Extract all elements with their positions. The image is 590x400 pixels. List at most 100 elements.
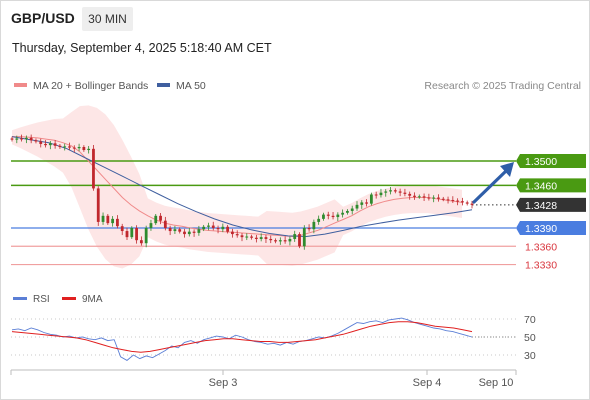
candle-body-47 — [235, 234, 239, 236]
candle-body-12 — [68, 146, 71, 148]
candle-body-3 — [24, 137, 28, 140]
candle-body-58 — [288, 238, 292, 242]
candle-body-45 — [226, 226, 230, 232]
candle-body-60 — [298, 234, 301, 247]
candle-body-37 — [187, 231, 191, 235]
candle-body-96 — [470, 203, 474, 205]
candle-78 — [384, 189, 388, 197]
price-level-label-2: 1.3428 — [525, 200, 557, 212]
candle-51 — [254, 234, 258, 243]
candle-body-44 — [221, 226, 225, 230]
candle-body-14 — [77, 146, 81, 149]
candle-body-72 — [355, 204, 359, 209]
price-level-tag-bg-3 — [516, 221, 586, 235]
candle-body-66 — [326, 214, 330, 216]
candle-89 — [437, 194, 440, 202]
candle-body-11 — [63, 146, 67, 148]
price-level-label-4: 1.3360 — [525, 241, 557, 253]
price-level-tag-bg-2 — [516, 197, 586, 212]
candle-body-80 — [393, 190, 397, 192]
rsi-panel: 70 50 30 — [11, 314, 536, 362]
candle-body-92 — [451, 199, 455, 201]
candle-71 — [350, 205, 354, 215]
candle-16 — [87, 146, 91, 154]
candle-93 — [456, 198, 460, 206]
candle-23 — [120, 223, 124, 236]
candle-96 — [470, 200, 474, 209]
legend-swatch-ma50 — [157, 83, 170, 88]
candle-body-71 — [350, 208, 354, 211]
candle-87 — [427, 193, 431, 201]
candle-86 — [422, 193, 426, 202]
candle-53 — [264, 234, 268, 243]
candle-body-86 — [422, 196, 426, 198]
rsi-legend-swatch — [13, 297, 27, 300]
candle-82 — [403, 188, 407, 197]
candle-body-73 — [360, 202, 364, 205]
candle-72 — [355, 201, 359, 211]
candle-body-6 — [39, 141, 43, 144]
candle-body-7 — [44, 143, 47, 146]
candle-3 — [24, 135, 28, 144]
candle-body-77 — [379, 192, 383, 196]
candle-43 — [216, 225, 220, 234]
candle-body-1 — [15, 138, 19, 140]
candle-61 — [302, 225, 306, 250]
candle-91 — [446, 196, 450, 204]
timeframe-badge[interactable]: 30 MIN — [82, 7, 133, 31]
price-level-tag-3: 1.3390 — [516, 221, 586, 235]
candle-79 — [389, 186, 392, 195]
forecast-arrow-head — [500, 162, 514, 177]
candle-7 — [44, 140, 47, 148]
candle-47 — [235, 230, 239, 238]
candle-body-94 — [461, 201, 464, 203]
candle-body-54 — [269, 238, 273, 241]
x-tick-label-sep10: Sep 10 — [479, 377, 514, 389]
candle-37 — [187, 227, 191, 237]
candle-8 — [48, 141, 52, 150]
candle-body-62 — [307, 228, 311, 230]
candle-body-10 — [58, 145, 62, 147]
candle-40 — [202, 224, 206, 232]
candle-body-8 — [48, 143, 52, 146]
candle-body-46 — [231, 231, 234, 235]
candle-body-39 — [197, 229, 201, 233]
candle-body-76 — [374, 194, 378, 196]
candle-35 — [178, 227, 182, 234]
forecast-arrow-layer — [472, 162, 514, 204]
candle-body-9 — [53, 143, 57, 146]
legend-swatch-ma20 — [14, 83, 27, 88]
candle-body-64 — [317, 218, 321, 222]
candle-body-91 — [446, 199, 450, 201]
candle-77 — [379, 188, 383, 198]
candle-body-51 — [254, 237, 258, 239]
candle-body-56 — [278, 240, 282, 242]
level-labels-layer: 1.3500 1.3460 1.3428 1.3390 1.3360 1.3330 — [516, 154, 586, 272]
candle-63 — [312, 219, 316, 234]
candle-64 — [317, 215, 321, 225]
candle-30 — [154, 213, 158, 225]
candle-49 — [245, 233, 249, 241]
candle-body-65 — [322, 214, 325, 219]
candle-45 — [226, 224, 230, 234]
candle-39 — [197, 225, 201, 236]
candle-body-82 — [403, 192, 407, 194]
candle-10 — [58, 143, 62, 149]
candle-29 — [149, 219, 153, 231]
candle-19 — [101, 212, 105, 225]
x-tick-label-sep3: Sep 3 — [209, 377, 238, 389]
rsi-ma-legend-swatch — [62, 297, 76, 300]
candle-body-95 — [465, 202, 469, 204]
rsi-line — [11, 317, 473, 361]
price-level-label-0: 1.3500 — [525, 156, 557, 168]
candle-body-30 — [154, 215, 158, 224]
rsi-tick-label-1: 50 — [524, 332, 536, 344]
candle-14 — [77, 143, 81, 152]
chart-header: GBP/USD 30 MIN — [0, 0, 590, 38]
candle-15 — [82, 145, 86, 152]
price-levels-layer — [11, 160, 516, 266]
candle-52 — [259, 233, 263, 242]
candle-body-42 — [211, 225, 215, 228]
candle-18 — [96, 186, 100, 226]
